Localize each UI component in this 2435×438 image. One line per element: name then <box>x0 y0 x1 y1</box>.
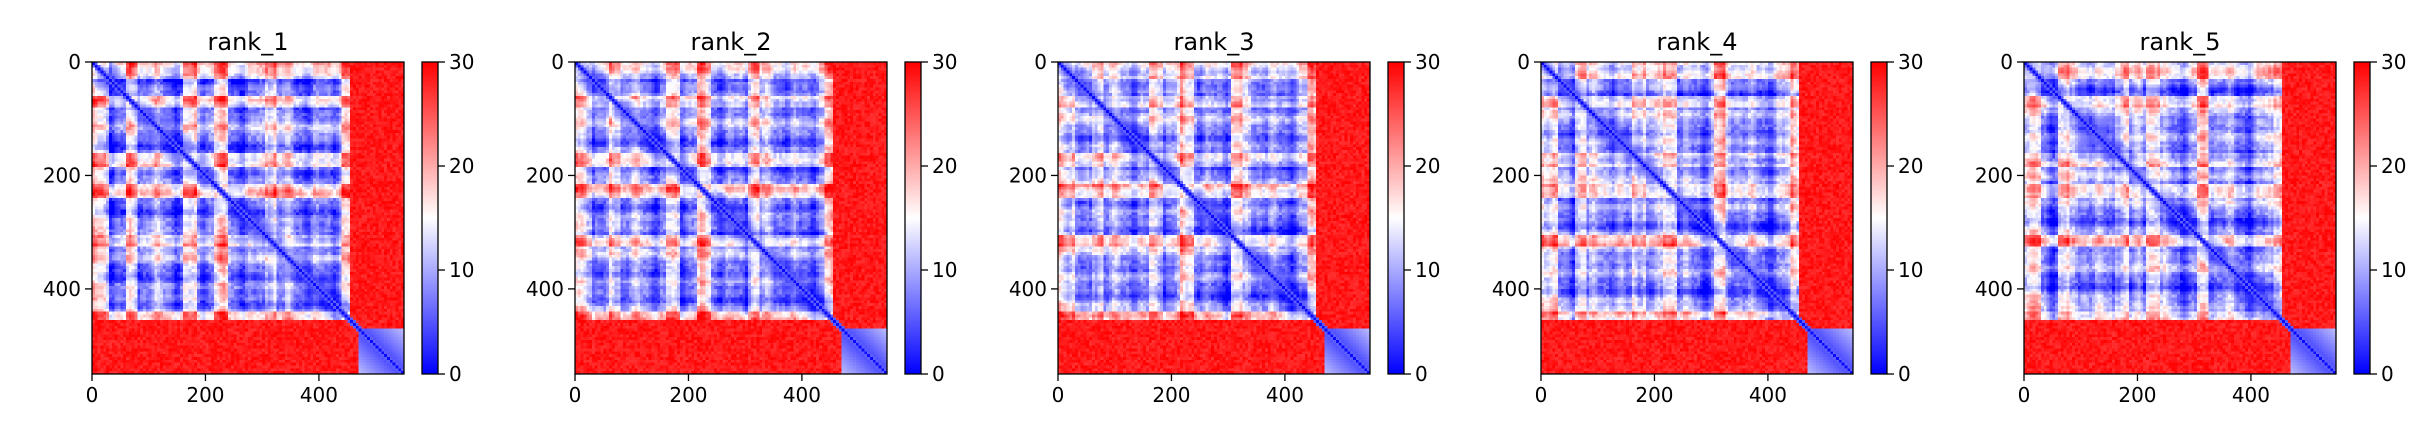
y-tick-label: 400 <box>1492 277 1530 301</box>
axes-frame <box>1057 61 1371 375</box>
y-tick-label: 200 <box>1492 163 1530 187</box>
heatmap-image <box>575 62 887 374</box>
x-tick-label: 400 <box>783 383 821 407</box>
axes-frame <box>1540 61 1854 375</box>
axes-frame <box>2023 61 2337 375</box>
colorbar-tick-label: 0 <box>1415 362 1428 386</box>
x-tick-label: 0 <box>1535 383 1548 407</box>
colorbar-frame <box>421 61 439 375</box>
axes-frame <box>574 61 888 375</box>
colorbar <box>1388 62 1404 374</box>
x-tick-label: 200 <box>1152 383 1190 407</box>
colorbar-tick-label: 10 <box>932 258 957 282</box>
colorbar <box>422 62 438 374</box>
colorbar-tick-label: 20 <box>449 154 474 178</box>
x-tick-label: 400 <box>2232 383 2270 407</box>
y-tick-label: 0 <box>1517 50 1530 74</box>
y-tick-label: 400 <box>526 277 564 301</box>
x-tick-label: 200 <box>1635 383 1673 407</box>
colorbar-tick-label: 30 <box>2381 50 2406 74</box>
colorbar-tick-label: 20 <box>1415 154 1440 178</box>
heatmap-image <box>2024 62 2336 374</box>
colorbar-frame <box>904 61 922 375</box>
colorbar-tick-label: 30 <box>1898 50 1923 74</box>
colorbar <box>905 62 921 374</box>
y-tick-label: 0 <box>551 50 564 74</box>
colorbar-frame <box>1387 61 1405 375</box>
y-tick-label: 400 <box>1975 277 2013 301</box>
panel-title: rank_2 <box>691 28 772 56</box>
colorbar-tick-label: 0 <box>449 362 462 386</box>
panel-title: rank_1 <box>208 28 289 56</box>
heatmap-image <box>1058 62 1370 374</box>
x-tick-label: 400 <box>1749 383 1787 407</box>
colorbar <box>1871 62 1887 374</box>
panel-4: rank_4 0 200 400 0 200 400 0 10 20 30 <box>1492 28 1924 407</box>
colorbar-frame <box>1870 61 1888 375</box>
colorbar-tick-label: 10 <box>449 258 474 282</box>
heatmap-image <box>92 62 404 374</box>
y-tick-label: 200 <box>43 163 81 187</box>
colorbar-tick-label: 0 <box>932 362 945 386</box>
panel-3: rank_3 0 200 400 0 200 400 0 10 20 30 <box>1009 28 1441 407</box>
colorbar-tick-label: 0 <box>2381 362 2394 386</box>
panel-1: rank_1 0 200 400 0 200 400 0 10 20 30 <box>43 28 475 407</box>
x-tick-label: 0 <box>2018 383 2031 407</box>
x-tick-label: 200 <box>2118 383 2156 407</box>
x-tick-label: 400 <box>1266 383 1304 407</box>
panel-title: rank_4 <box>1657 28 1738 56</box>
axes-frame <box>91 61 405 375</box>
panel-2: rank_2 0 200 400 0 200 400 0 10 20 30 <box>526 28 958 407</box>
colorbar-tick-label: 30 <box>932 50 957 74</box>
x-tick-label: 200 <box>669 383 707 407</box>
panel-title: rank_5 <box>2140 28 2221 56</box>
x-tick-label: 400 <box>300 383 338 407</box>
colorbar-tick-label: 30 <box>1415 50 1440 74</box>
colorbar-tick-label: 10 <box>2381 258 2406 282</box>
y-tick-label: 0 <box>2000 50 2013 74</box>
panel-5: rank_5 0 200 400 0 200 400 0 10 20 30 <box>1975 28 2407 407</box>
y-tick-label: 200 <box>1009 163 1047 187</box>
y-tick-label: 0 <box>68 50 81 74</box>
colorbar-tick-label: 30 <box>449 50 474 74</box>
colorbar-tick-label: 0 <box>1898 362 1911 386</box>
colorbar-frame <box>2353 61 2371 375</box>
y-tick-label: 200 <box>1975 163 2013 187</box>
y-tick-label: 400 <box>1009 277 1047 301</box>
colorbar-tick-label: 20 <box>2381 154 2406 178</box>
colorbar-tick-label: 20 <box>1898 154 1923 178</box>
heatmap-image <box>1541 62 1853 374</box>
x-tick-label: 0 <box>569 383 582 407</box>
colorbar-tick-label: 20 <box>932 154 957 178</box>
y-tick-label: 400 <box>43 277 81 301</box>
x-tick-label: 200 <box>186 383 224 407</box>
panel-title: rank_3 <box>1174 28 1255 56</box>
x-tick-label: 0 <box>1052 383 1065 407</box>
colorbar-tick-label: 10 <box>1415 258 1440 282</box>
x-tick-label: 0 <box>86 383 99 407</box>
colorbar <box>2354 62 2370 374</box>
y-tick-label: 0 <box>1034 50 1047 74</box>
colorbar-tick-label: 10 <box>1898 258 1923 282</box>
y-tick-label: 200 <box>526 163 564 187</box>
